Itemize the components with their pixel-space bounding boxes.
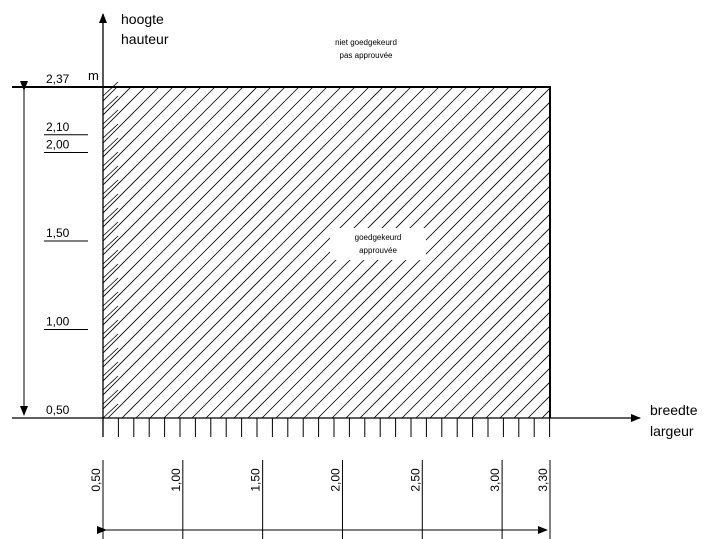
hatch-stub [102,333,119,349]
hatch-line [387,255,550,418]
region-label: niet goedgekeurd [335,38,397,47]
y-tick-label: 2,37 [46,72,70,86]
hatch-line [103,87,412,396]
hatch-line [103,87,286,270]
hatch-stub [102,389,119,405]
hatch-line [103,87,244,228]
hatch-stub [102,361,119,377]
hatch-line [163,87,496,418]
hatch-stub [102,193,119,209]
hatch-stub [102,179,119,195]
y-tick-label: 2,00 [46,137,70,151]
hatch-line [499,367,550,418]
hatch-line [103,87,328,312]
hatch-line [471,339,550,418]
hatch-line [103,87,160,144]
hatch-line [485,353,550,418]
hatch-line [149,87,482,418]
hatch-stub [102,249,119,265]
hatch-line [103,87,174,158]
x-axis-label: largeur [650,423,694,439]
hatch-stub [102,137,119,153]
y-tick-label: 0,50 [46,403,70,417]
hatch-stub [102,165,119,181]
x-axis-label: breedte [650,402,698,418]
y-tick-label: 2,10 [46,120,70,134]
hatch-line [103,87,426,410]
label-bg [330,228,426,260]
hatch-stub [102,347,119,363]
hatch-line [541,409,550,418]
region-label: approuvée [359,246,397,255]
hatch-line [331,199,550,418]
hatch-line [107,87,440,418]
hatch-line [135,87,468,418]
hatch-line [527,395,550,418]
hatch-stub [102,263,119,279]
hatch-line [556,87,708,418]
unit-label: m [88,68,99,83]
hatch-stub [102,123,119,139]
x-tick-label: 3,00 [488,468,502,492]
hatch-stub [102,151,119,167]
x-tick-label: 2,00 [328,468,342,492]
hatch-line [103,87,230,214]
hatch-line [261,129,550,418]
hatch-line [103,87,300,284]
hatch-line [103,87,202,186]
hatch-line [103,87,398,382]
hatch-stub [102,305,119,321]
hatch-line [317,185,550,418]
hatch-stub [102,319,119,335]
hatch-stub [102,235,119,251]
hatch-line [415,283,550,418]
hatch-line [457,325,550,418]
hatch-line [345,213,550,418]
hatch-stub [102,221,119,237]
hatch-line [359,227,550,418]
hatch-stub [102,95,119,111]
x-tick-label: 2,50 [408,468,422,492]
hatch-line [103,87,188,172]
hatch-line [103,87,314,298]
x-tick-label: 0,50 [89,468,103,492]
hatch-line [103,87,258,242]
y-tick-label: 1,50 [46,226,70,240]
hatch-line [103,87,384,368]
hatch-stub [102,277,119,293]
hatch-stub [102,375,119,391]
hatch-line [401,269,550,418]
hatch-line [443,311,550,418]
hatch-stub [102,109,119,125]
hatch-line [103,87,272,256]
hatch-line [121,87,454,418]
hatch-line [103,87,216,200]
x-tick-label: 3,30 [536,468,550,492]
x-tick-label: 1,00 [169,468,183,492]
y-axis-label: hauteur [121,31,169,47]
x-tick-label: 1,50 [249,468,263,492]
hatch-line [103,87,356,340]
y-tick-label: 1,00 [46,314,70,328]
hatch-stub [102,207,119,223]
hatch-line [373,241,550,418]
hatch-line [103,87,370,354]
hatch-line [103,87,342,326]
y-axis-label: hoogte [121,11,164,27]
hatch-line [303,171,550,418]
hatch-line [429,297,550,418]
hatch-stub [102,403,119,419]
hatch-line [275,143,550,418]
hatch-stub [102,291,119,307]
hatch-stub [102,81,119,97]
region-label: goedgekeurd [355,233,402,242]
hatch-line [289,157,550,418]
region-label: pas approuvée [340,51,393,60]
